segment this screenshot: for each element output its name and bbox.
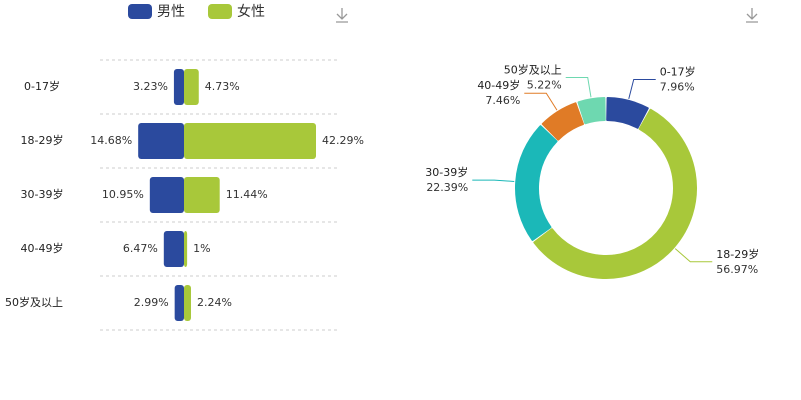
bar	[184, 231, 188, 267]
value-label: 10.95%	[102, 188, 144, 201]
slice-label: 50岁及以上	[504, 63, 562, 77]
slice-label: 30-39岁	[425, 165, 468, 179]
leader-line	[674, 248, 713, 263]
value-label: 4.73%	[205, 80, 240, 93]
slice-value: 5.22%	[527, 79, 562, 92]
bar	[174, 285, 184, 321]
category-label: 40-49岁	[21, 241, 64, 255]
download-icon[interactable]	[336, 8, 348, 23]
category-label: 50岁及以上	[5, 295, 63, 309]
bar	[163, 231, 184, 267]
slice-value: 7.46%	[485, 94, 520, 107]
legend-swatch	[128, 4, 152, 19]
value-label: 42.29%	[322, 134, 364, 147]
category-label: 30-39岁	[21, 187, 64, 201]
bar	[184, 285, 191, 321]
bar	[149, 177, 184, 213]
leader-line	[628, 78, 656, 99]
slice-value: 7.96%	[660, 80, 695, 93]
legend-swatch	[208, 4, 232, 19]
bar	[184, 177, 220, 213]
donut-slice	[515, 125, 558, 241]
category-label: 18-29岁	[21, 133, 64, 147]
download-icon[interactable]	[746, 8, 758, 23]
donut-slice	[541, 102, 584, 141]
slice-value: 56.97%	[716, 263, 758, 276]
value-label: 2.99%	[134, 296, 169, 309]
bar	[184, 123, 316, 159]
value-label: 2.24%	[197, 296, 232, 309]
value-label: 6.47%	[123, 242, 158, 255]
slice-value: 22.39%	[426, 181, 468, 194]
donut-slice	[577, 97, 606, 125]
donut-slice	[606, 97, 649, 129]
legend-label: 女性	[237, 3, 265, 20]
legend-label: 男性	[157, 4, 185, 20]
value-label: 11.44%	[226, 188, 268, 201]
donut-slice	[533, 108, 697, 279]
category-label: 0-17岁	[24, 79, 60, 93]
bar	[138, 123, 184, 159]
value-label: 14.68%	[90, 134, 132, 147]
slice-label: 0-17岁	[660, 64, 696, 78]
bar	[184, 69, 199, 105]
slice-label: 40-49岁	[477, 78, 520, 92]
bar	[173, 69, 184, 105]
slice-label: 18-29岁	[716, 247, 759, 261]
leader-line	[472, 179, 515, 183]
leader-line	[524, 92, 558, 111]
value-label: 1%	[193, 242, 210, 255]
value-label: 3.23%	[133, 80, 168, 93]
leader-line	[565, 77, 592, 98]
